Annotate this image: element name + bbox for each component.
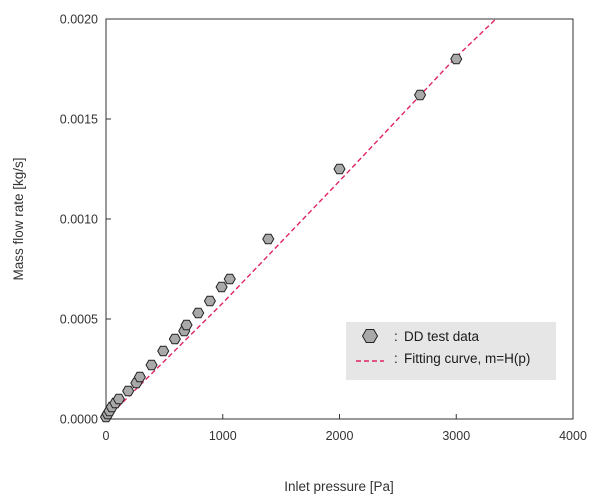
x-axis-title: Inlet pressure [Pa] <box>284 479 394 494</box>
x-axis-tick-labels: 0 1000 2000 3000 4000 <box>103 429 587 443</box>
data-point-hexagon <box>333 163 346 175</box>
x-tick-label: 2000 <box>326 429 354 443</box>
legend-box <box>346 322 556 380</box>
data-point-hexagon <box>122 385 135 397</box>
data-point-hexagon <box>262 233 275 245</box>
data-point-hexagon <box>145 359 158 371</box>
legend-sep-fitting-curve: : <box>394 351 398 366</box>
y-axis-title: Mass flow rate [kg/s] <box>11 157 26 280</box>
data-point-hexagon <box>133 371 146 383</box>
y-tick-label: 0.0015 <box>60 113 98 127</box>
data-point-hexagon <box>112 393 125 405</box>
x-tick-label: 4000 <box>559 429 587 443</box>
x-tick-label: 1000 <box>209 429 237 443</box>
legend-label-fitting-curve: Fitting curve, m=H(p) <box>404 351 530 366</box>
legend-label-test-data: DD test data <box>404 329 480 344</box>
x-tick-label: 3000 <box>442 429 470 443</box>
legend-marker-hexagon-icon <box>361 329 379 343</box>
plot-area <box>99 18 574 423</box>
data-point-hexagon <box>450 53 463 65</box>
x-tick-label: 0 <box>103 429 110 443</box>
data-point-hexagon <box>223 273 236 285</box>
legend-sep-test-data: : <box>394 329 398 344</box>
y-tick-label: 0.0010 <box>60 213 98 227</box>
data-point-hexagon <box>413 89 427 101</box>
y-tick-label: 0.0020 <box>60 13 98 27</box>
fitting-curve-line <box>106 19 497 419</box>
series-layer <box>99 19 497 423</box>
data-point-hexagon <box>203 295 216 307</box>
data-point-hexagon <box>192 307 205 319</box>
data-point-hexagon <box>157 345 170 357</box>
data-point-hexagon <box>215 281 228 293</box>
legend: : DD test data : Fitting curve, m=H(p) <box>346 322 556 380</box>
data-point-hexagon <box>180 319 193 331</box>
y-tick-label: 0.0000 <box>60 413 98 427</box>
data-point-hexagon <box>168 333 181 345</box>
y-axis-tick-labels: 0.0000 0.0005 0.0010 0.0015 0.0020 <box>60 13 98 427</box>
y-tick-label: 0.0005 <box>60 313 98 327</box>
